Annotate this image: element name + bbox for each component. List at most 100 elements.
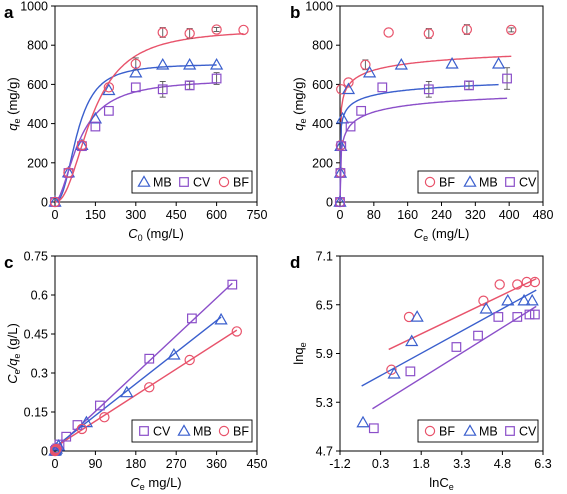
y-axis-label: lnqe (291, 342, 308, 364)
data-point-bf (529, 276, 541, 288)
x-tick-label: 4.8 (494, 457, 511, 471)
legend-marker-cv (505, 426, 515, 436)
data-point-cv (512, 312, 523, 322)
y-axis-label: qe (mg/g) (5, 77, 22, 130)
data-point-cv (377, 82, 388, 93)
y-tick-label: 0.15 (24, 406, 48, 420)
panel-c: c 0 90 180 270 360 450 0 0.15 0.3 0.45 0.6 0.75 Ce mg… (4, 250, 267, 493)
legend-label-bf: BF (439, 176, 455, 190)
data-point-bf (336, 84, 347, 95)
data-point-bf (521, 276, 532, 288)
x-tick-label: 80 (367, 208, 381, 222)
legend-marker-mb (463, 424, 477, 436)
fit-line-bf (54, 33, 244, 203)
legend-label-bf: BF (233, 425, 249, 439)
fit-line-mb (361, 289, 537, 387)
data-point-cv (451, 342, 462, 352)
legend-label-cv: CV (153, 425, 171, 439)
legend-marker-mb (177, 424, 191, 436)
y-tick-label: 800 (312, 39, 333, 53)
data-point-mb (501, 293, 515, 306)
panel-label: b (290, 3, 300, 22)
y-tick-label: 0 (326, 196, 333, 210)
data-point-mb (335, 111, 350, 124)
data-point-mb (362, 65, 377, 78)
legend-label-mb: MB (479, 176, 498, 190)
y-axis-label-main: /q (5, 358, 20, 371)
x-tick-label: 0 (52, 457, 59, 471)
x-axis-label-sub: e (423, 233, 428, 243)
data-point-mb (129, 65, 143, 78)
y-tick-label: 6.5 (316, 298, 333, 312)
data-point-cv (345, 121, 356, 132)
legend-marker-bf (218, 425, 230, 437)
data-point-bf (360, 59, 371, 71)
data-point-mb (356, 415, 370, 428)
data-point-cv (524, 309, 535, 320)
y-tick-label: 5.3 (316, 396, 333, 410)
fit-line-bf (388, 278, 537, 351)
x-tick-label: 450 (247, 457, 268, 471)
x-axis-label-unit: (mg/L) (428, 226, 469, 241)
data-point-mb (387, 367, 401, 379)
y-tick-label: 600 (27, 78, 48, 92)
data-point-mb (156, 57, 170, 70)
x-axis-label-main: lnC (429, 475, 449, 490)
x-axis-label: Ce (mg/L) (414, 226, 470, 243)
fit-line-mb (54, 316, 222, 448)
legend-label-cv: CV (519, 176, 537, 190)
data-point-mb (167, 347, 181, 360)
x-tick-label: 360 (206, 457, 227, 471)
data-point-cv (211, 73, 222, 84)
fit-line-cv (54, 282, 233, 450)
data-point-bf (63, 167, 74, 178)
y-axis-label-sub: e (298, 118, 308, 123)
y-tick-label: 0.3 (31, 367, 48, 381)
y-tick-label: 1000 (305, 0, 333, 14)
data-point-mb (525, 293, 539, 306)
data-point-mb (405, 334, 419, 347)
data-point-cv (502, 73, 512, 84)
x-axis-label: lnCe (429, 475, 454, 492)
x-axis-label-main: C (128, 226, 138, 241)
x-tick-label: 480 (533, 208, 554, 222)
y-axis-label-sub: e (12, 354, 22, 359)
y-axis-label-unit: (mg/g) (291, 77, 306, 118)
data-point-bf (423, 28, 435, 39)
data-point-cv (423, 84, 434, 95)
legend-marker-bf (218, 176, 230, 188)
x-axis-label-unit: mg/L) (145, 475, 182, 490)
panel-label: c (4, 253, 13, 272)
plot-frame (54, 5, 258, 203)
fit-line-bf (54, 329, 238, 448)
y-axis-label-sub: e (12, 118, 22, 123)
y-axis-label-main: lnq (291, 347, 306, 364)
data-point-bf (184, 28, 195, 39)
x-tick-label: 160 (397, 208, 418, 222)
panel-label: d (290, 253, 300, 272)
x-axis-label-sub: 0 (138, 233, 143, 243)
data-point-bf (343, 77, 354, 88)
legend-label-mb: MB (479, 425, 498, 439)
data-point-bf (494, 279, 505, 290)
data-point-cv (187, 313, 197, 324)
data-point-cv (94, 400, 105, 411)
x-axis-label-main: C (130, 475, 140, 490)
x-axis-label-unit: (mg/L) (143, 226, 184, 241)
data-point-cv (227, 279, 238, 290)
data-point-bf (211, 24, 222, 35)
data-point-bf (76, 423, 88, 435)
data-point-mb (120, 385, 134, 398)
y-tick-label: 400 (312, 117, 333, 131)
data-point-bf (99, 412, 110, 423)
data-point-bf (506, 24, 517, 36)
data-point-mb (517, 293, 531, 306)
data-point-cv (61, 431, 72, 442)
data-point-cv (336, 141, 347, 152)
x-tick-label: 1.8 (413, 457, 430, 471)
data-point-bf (238, 24, 249, 36)
data-point-cv (335, 168, 346, 178)
data-point-mb (183, 57, 197, 70)
data-point-mb (410, 310, 424, 322)
legend-marker-mb (137, 175, 151, 187)
